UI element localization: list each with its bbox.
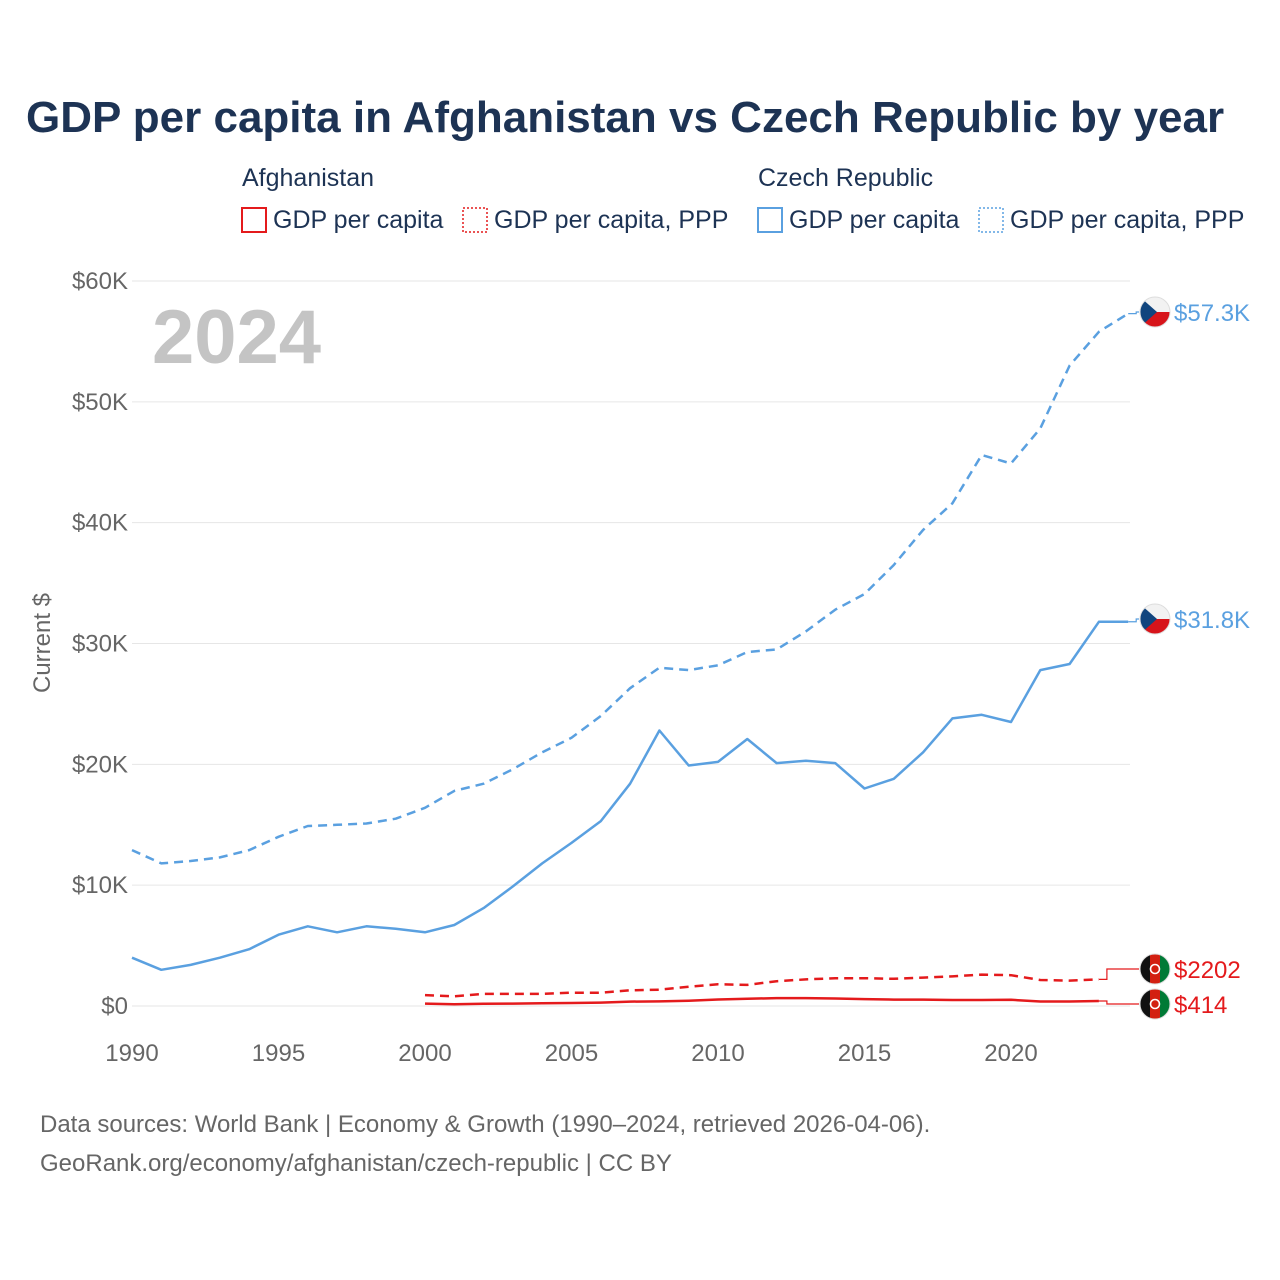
y-tick-label: $60K xyxy=(72,268,128,295)
afghanistan-flag-icon xyxy=(1139,988,1171,1020)
czech-flag-icon xyxy=(1139,296,1171,328)
footer-url: GeoRank.org/economy/afghanistan/czech-re… xyxy=(40,1150,672,1177)
x-tick-label: 2010 xyxy=(691,1040,744,1067)
y-tick-label: $10K xyxy=(72,872,128,899)
year-watermark: 2024 xyxy=(152,295,321,380)
end-value-label: $31.8K xyxy=(1174,607,1250,634)
series-line xyxy=(424,996,1099,1006)
label-connector xyxy=(1128,311,1139,315)
legend-swatch-solid xyxy=(757,207,783,233)
legend-item-label: GDP per capita xyxy=(273,206,444,234)
afghanistan-flag-icon xyxy=(1139,953,1171,985)
czech-flag-icon xyxy=(1139,603,1171,635)
y-tick-label: $30K xyxy=(72,631,128,658)
series-line xyxy=(424,973,1099,998)
end-value-label: $414 xyxy=(1174,992,1227,1019)
x-axis: 1990 1995 2000 2005 2010 2015 2020 xyxy=(105,1040,1037,1067)
end-value-label: $2202 xyxy=(1174,957,1241,984)
x-tick-label: 2020 xyxy=(984,1040,1037,1067)
x-tick-label: 1995 xyxy=(252,1040,305,1067)
x-tick-label: 2005 xyxy=(545,1040,598,1067)
legend-group-title: Afghanistan xyxy=(242,164,374,192)
x-tick-label: 2000 xyxy=(398,1040,451,1067)
legend-item-label: GDP per capita, PPP xyxy=(1010,206,1244,234)
y-axis: $0 $10K $20K $30K $40K $50K $60K xyxy=(72,268,128,1020)
end-labels: $57.3K $31.8K $2202 $414 xyxy=(1098,296,1250,1020)
grid xyxy=(132,280,1130,1007)
legend-group-title: Czech Republic xyxy=(758,164,933,192)
label-connector xyxy=(1098,1000,1139,1005)
x-tick-label: 2015 xyxy=(838,1040,891,1067)
series-line xyxy=(131,312,1129,865)
y-axis-label: Current $ xyxy=(29,593,56,693)
y-tick-label: $20K xyxy=(72,751,128,778)
footer-source: Data sources: World Bank | Economy & Gro… xyxy=(40,1111,930,1138)
x-tick-label: 1990 xyxy=(105,1040,158,1067)
series-layer xyxy=(131,312,1129,1006)
y-tick-label: $0 xyxy=(101,993,128,1020)
y-tick-label: $40K xyxy=(72,510,128,537)
series-line xyxy=(131,620,1129,972)
label-connector xyxy=(1128,618,1139,623)
label-connector xyxy=(1098,968,1139,980)
legend-item-label: GDP per capita xyxy=(789,206,960,234)
y-tick-label: $50K xyxy=(72,389,128,416)
legend-swatch-solid xyxy=(241,207,267,233)
legend-item-label: GDP per capita, PPP xyxy=(494,206,728,234)
legend-swatch-dotted xyxy=(978,207,1004,233)
legend: Afghanistan GDP per capita GDP per capita,… xyxy=(241,164,1244,234)
end-value-label: $57.3K xyxy=(1174,300,1250,327)
legend-swatch-dotted xyxy=(462,207,488,233)
chart-title: GDP per capita in Afghanistan vs Czech R… xyxy=(26,93,1224,142)
